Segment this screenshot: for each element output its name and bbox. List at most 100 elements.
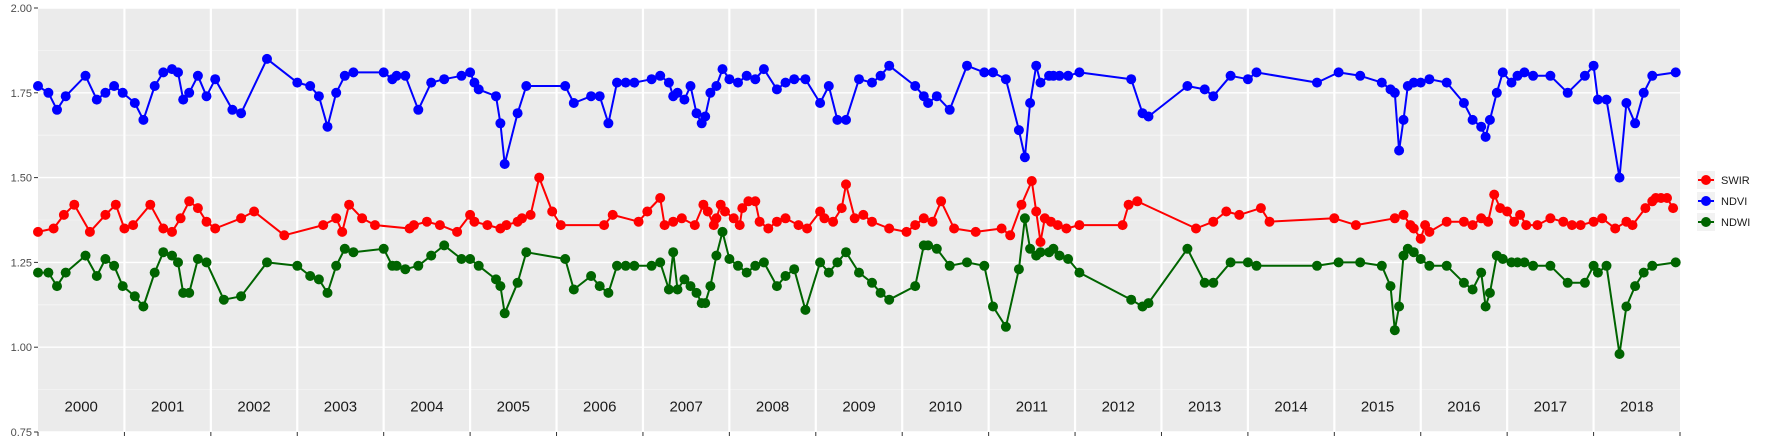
data-point-ndwi [400, 264, 411, 275]
data-point-swir [1441, 216, 1452, 227]
data-point-swir [1545, 213, 1556, 224]
data-point-ndwi [167, 250, 177, 261]
data-point-swir [501, 220, 512, 231]
data-point-ndwi [1312, 260, 1322, 271]
data-point-ndwi [988, 301, 998, 312]
data-point-swir [1061, 223, 1072, 234]
data-point-ndvi [1480, 131, 1491, 142]
data-point-ndvi [646, 74, 657, 85]
data-point-swir [517, 213, 527, 224]
data-point-ndwi [733, 260, 743, 271]
data-point-ndwi [568, 284, 579, 295]
data-point-swir [555, 220, 566, 231]
data-point-ndvi [884, 60, 895, 71]
year-label: 2011 [1016, 399, 1048, 416]
year-label: 2012 [1102, 399, 1135, 416]
data-point-ndwi [560, 254, 571, 264]
data-point-ndwi [109, 260, 120, 271]
data-point-swir [48, 223, 59, 234]
data-point-ndvi [138, 114, 149, 125]
data-point-swir [1502, 206, 1513, 217]
data-point-ndwi [91, 271, 102, 281]
data-point-ndvi [1000, 74, 1011, 85]
data-point-ndvi [1408, 77, 1419, 88]
legend-label: NDWI [1721, 217, 1750, 229]
data-point-ndwi [100, 254, 111, 264]
data-point-ndvi [149, 81, 160, 91]
year-labels: 2000 2001 2002 2003 2004 2005 2006 2007 2008 2009… [65, 399, 1654, 416]
legend-label: SWIR [1721, 175, 1750, 187]
data-point-ndwi [43, 267, 54, 278]
data-point-ndvi [780, 77, 791, 88]
data-point-ndvi [1484, 114, 1495, 125]
y-axis: 0.75 1.00 1.25 1.50 1.75 2.00 [11, 3, 38, 439]
data-point-ndvi [236, 108, 247, 119]
data-point-swir [1509, 216, 1520, 227]
data-point-ndvi [1670, 67, 1681, 78]
data-point-ndwi [305, 271, 316, 281]
data-point-ndwi [910, 281, 921, 292]
data-point-swir [408, 220, 419, 231]
data-point-ndwi [944, 260, 955, 271]
data-point-ndwi [117, 281, 128, 292]
data-point-ndvi [1312, 77, 1322, 88]
data-point-ndwi [1394, 301, 1405, 312]
data-point-swir [331, 213, 342, 224]
data-point-swir [1191, 223, 1201, 234]
data-point-ndvi [1013, 125, 1024, 136]
legend-item-ndwi: NDWI [1697, 213, 1750, 231]
data-point-ndvi [1491, 87, 1502, 98]
data-point-ndwi [1484, 287, 1495, 298]
data-point-ndvi [733, 77, 743, 88]
data-point-swir [236, 213, 247, 224]
data-point-ndwi [1441, 260, 1452, 271]
data-point-ndwi [724, 254, 735, 264]
series-ndvi [33, 53, 1681, 183]
data-point-swir [249, 206, 260, 217]
data-point-ndwi [1592, 267, 1603, 278]
data-point-ndvi [292, 77, 303, 88]
data-point-ndwi [1333, 257, 1344, 268]
data-point-ndvi [178, 94, 189, 105]
data-point-swir [720, 206, 730, 217]
data-point-ndwi [1519, 257, 1530, 268]
data-point-ndvi [1545, 70, 1556, 81]
data-point-ndwi [158, 247, 169, 258]
data-point-swir [1329, 213, 1340, 224]
data-point-swir [819, 213, 830, 224]
data-point-ndvi [1415, 77, 1426, 88]
data-point-swir [1483, 216, 1494, 227]
data-point-ndwi [218, 294, 229, 305]
data-point-ndwi [789, 264, 800, 275]
data-point-ndvi [1035, 77, 1046, 88]
year-label: 2001 [151, 399, 184, 416]
data-point-ndvi [400, 70, 411, 81]
data-point-ndwi [1467, 284, 1478, 295]
data-point-ndvi [1458, 98, 1469, 108]
data-point-ndvi [771, 84, 782, 95]
data-point-swir [192, 203, 203, 214]
data-point-ndwi [685, 281, 696, 292]
data-point-swir [607, 209, 618, 220]
data-point-ndvi [629, 77, 640, 88]
data-point-swir [949, 223, 960, 234]
legend-item-ndvi: NDVI [1697, 192, 1747, 210]
data-point-ndwi [1647, 260, 1658, 271]
data-point-ndwi [149, 267, 160, 278]
data-point-ndvi [1647, 70, 1658, 81]
data-point-ndvi [158, 67, 169, 78]
data-point-ndvi [339, 70, 350, 81]
data-point-ndvi [750, 74, 761, 85]
data-point-ndvi [1031, 60, 1042, 71]
data-point-ndvi [854, 74, 864, 85]
data-point-ndwi [594, 281, 605, 292]
data-point-ndvi [717, 64, 728, 75]
data-point-ndwi [1054, 250, 1065, 261]
data-point-ndwi [262, 257, 272, 268]
data-point-swir [318, 220, 329, 231]
data-point-ndvi [1025, 98, 1036, 108]
data-point-swir [763, 223, 774, 234]
data-point-ndwi [1182, 243, 1193, 254]
data-point-swir [1567, 220, 1577, 231]
